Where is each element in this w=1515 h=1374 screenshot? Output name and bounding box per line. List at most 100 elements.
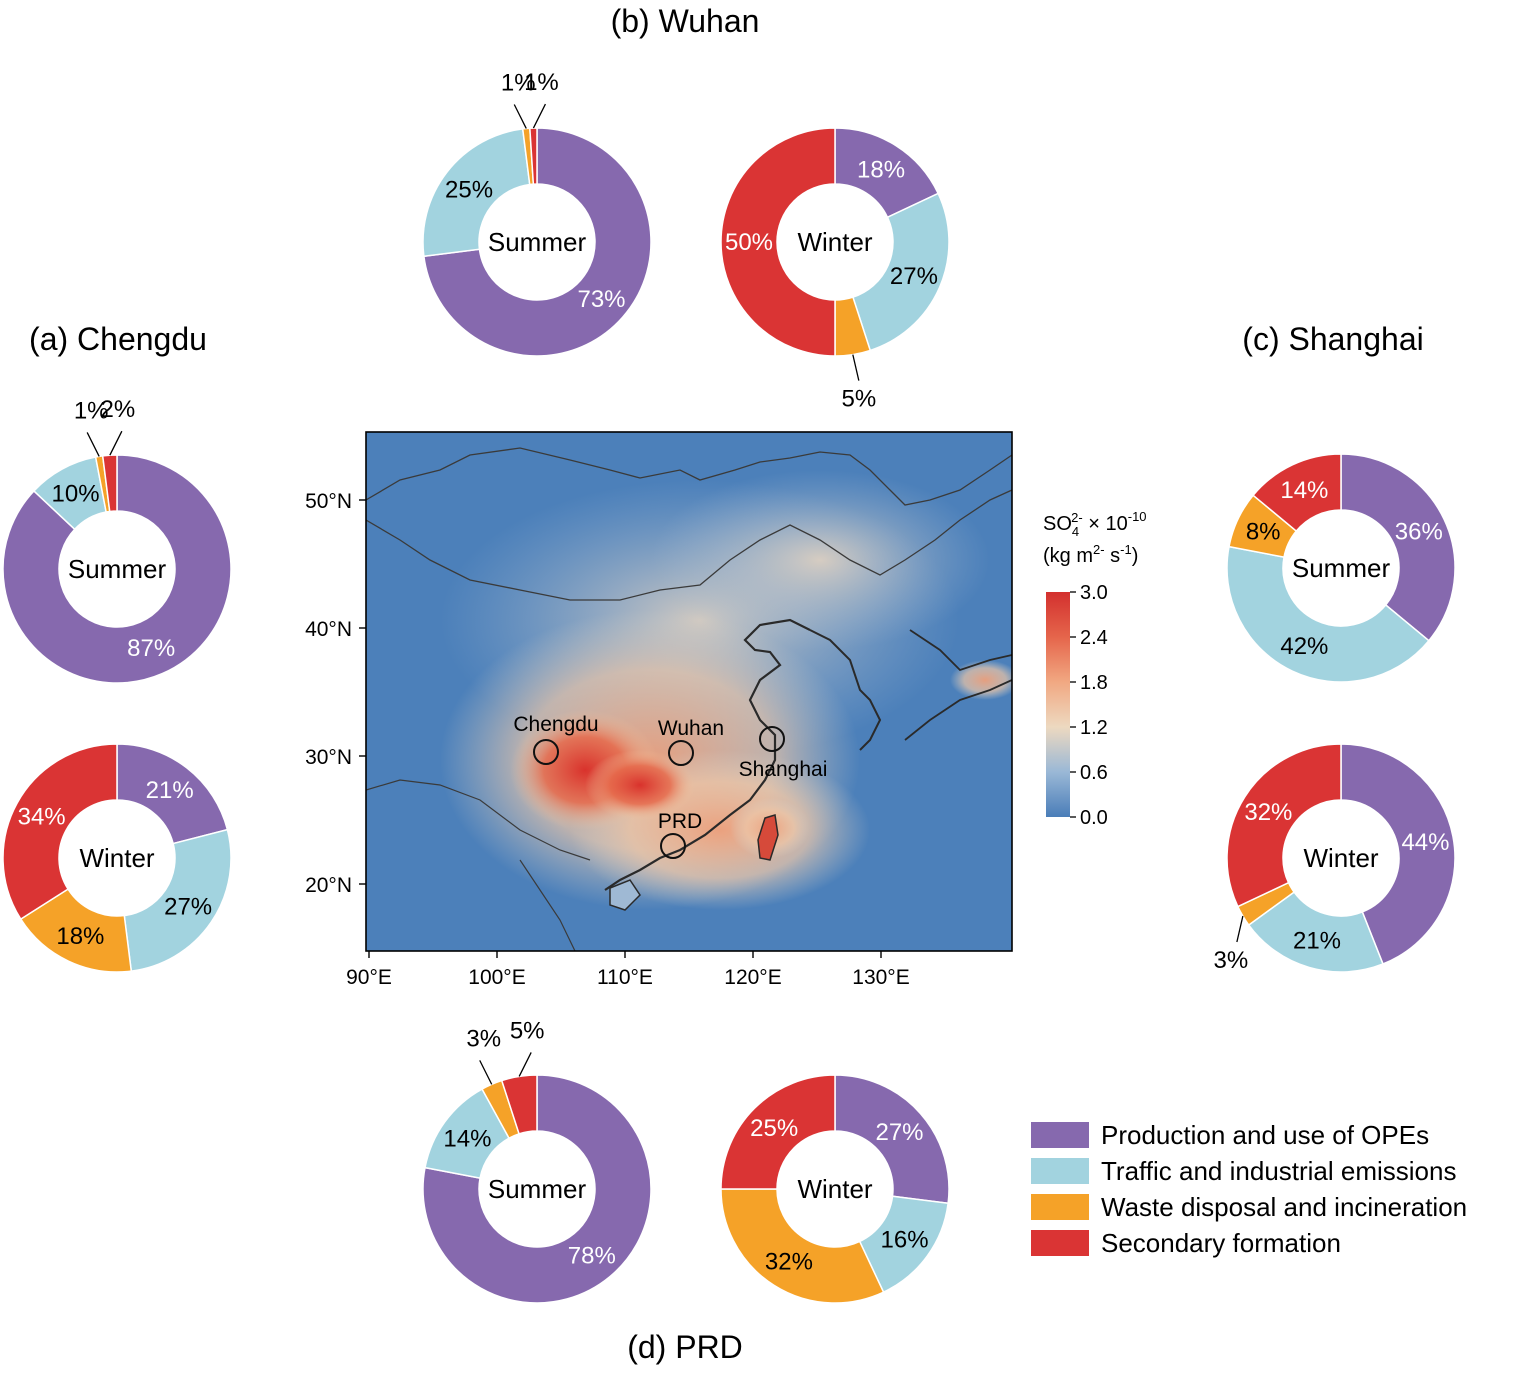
donut-slice-secondary bbox=[500, 1074, 538, 1135]
legend-label: Production and use of OPEs bbox=[1101, 1120, 1429, 1150]
lat-label: 40°N bbox=[305, 618, 352, 641]
slice-label: 25% bbox=[750, 1115, 798, 1142]
donut-slice-traffic bbox=[123, 828, 232, 972]
colorbar-tick-label: 2.4 bbox=[1080, 627, 1108, 649]
donut-shanghai-summer: 36% 42% 8% 14% Summer bbox=[1226, 453, 1456, 683]
map-island-hainan bbox=[609, 879, 641, 911]
map-coastline bbox=[909, 629, 1012, 672]
slice-label-external: 5% bbox=[510, 1017, 545, 1044]
colorbar-title-sup: 2- bbox=[1071, 510, 1083, 525]
slice-label: 73% bbox=[577, 286, 625, 313]
slice-label-external: 2% bbox=[100, 396, 135, 423]
donut-slice-opes bbox=[2, 454, 232, 684]
colorbar-title-sub: 4 bbox=[1072, 524, 1079, 539]
title-wuhan: (b) Wuhan bbox=[611, 3, 760, 39]
donut-slice-secondary bbox=[720, 127, 836, 357]
leader-line bbox=[518, 1052, 532, 1077]
leader-line bbox=[109, 430, 123, 456]
map-border bbox=[519, 859, 576, 951]
slice-label: 18% bbox=[56, 923, 104, 950]
slice-label: 32% bbox=[765, 1249, 813, 1276]
donut-chengdu-winter: 21% 27% 18% 34% Winter bbox=[2, 743, 232, 973]
title-shanghai: (c) Shanghai bbox=[1242, 321, 1423, 357]
colorbar-unit-sup1: 2- bbox=[1093, 542, 1105, 557]
donut-center-label: Winter bbox=[1303, 843, 1378, 873]
slice-label: 78% bbox=[568, 1242, 616, 1269]
donut-center-label: Summer bbox=[488, 227, 587, 257]
colorbar-title: SO42- × 10-10 bbox=[1043, 509, 1147, 539]
slice-label: 25% bbox=[445, 176, 493, 203]
city-marker-wuhan bbox=[668, 740, 694, 766]
donut-slice-opes bbox=[834, 1074, 950, 1205]
donut-slice-opes bbox=[1340, 743, 1456, 965]
city-marker-chengdu bbox=[533, 739, 559, 765]
slice-label-external: 1% bbox=[501, 70, 536, 97]
legend-swatch bbox=[1031, 1194, 1089, 1220]
legend: Production and use of OPEs Traffic and in… bbox=[1031, 1120, 1467, 1258]
slice-label: 34% bbox=[18, 804, 66, 831]
donut-center-label: Winter bbox=[797, 227, 872, 257]
donut-slice-opes bbox=[1340, 453, 1456, 642]
slice-label: 32% bbox=[1244, 799, 1292, 826]
colorbar-unit-a: (kg m bbox=[1043, 545, 1093, 567]
lon-label: 120°E bbox=[724, 966, 781, 989]
slice-label: 27% bbox=[875, 1119, 923, 1146]
donut-center-label: Summer bbox=[488, 1174, 587, 1204]
slice-label: 10% bbox=[52, 481, 100, 508]
donut-slice-secondary bbox=[1226, 743, 1342, 908]
donut-wuhan-summer: 73% 25% 1%1% Summer bbox=[422, 69, 652, 357]
city-marker-shanghai bbox=[759, 726, 785, 752]
colorbar-title-so: SO bbox=[1043, 513, 1072, 535]
colorbar-title-mult: × 10 bbox=[1083, 513, 1128, 535]
colorbar-tick-label: 0.6 bbox=[1080, 762, 1108, 784]
slice-label-external: 5% bbox=[841, 386, 876, 413]
lat-label: 30°N bbox=[305, 746, 352, 769]
city-label-wuhan: Wuhan bbox=[658, 717, 724, 740]
map-border bbox=[366, 489, 1012, 601]
map-axes bbox=[359, 499, 882, 958]
map-shading bbox=[585, 750, 695, 820]
leader-line bbox=[852, 354, 860, 381]
lon-label: 90°E bbox=[346, 966, 392, 989]
map-border bbox=[366, 447, 1012, 506]
map-coastline bbox=[904, 679, 1012, 741]
lat-label: 20°N bbox=[305, 874, 352, 897]
donut-shanghai-winter: 44% 21% 32% 3% Winter bbox=[1214, 743, 1456, 974]
donut-prd-winter: 27% 16% 32% 25% Winter bbox=[720, 1074, 950, 1304]
slice-label-external: 3% bbox=[466, 1025, 501, 1052]
donut-slice-secondary bbox=[2, 743, 118, 921]
map-border bbox=[366, 779, 591, 861]
slice-label: 44% bbox=[1401, 829, 1449, 856]
leader-line bbox=[532, 103, 547, 129]
slice-label: 8% bbox=[1246, 518, 1281, 545]
slice-label-external: 1% bbox=[74, 397, 109, 424]
colorbar-tick-label: 0.0 bbox=[1080, 807, 1108, 829]
map-frame bbox=[365, 431, 1013, 952]
slice-label: 87% bbox=[127, 635, 175, 662]
legend-label: Secondary formation bbox=[1101, 1228, 1341, 1258]
map-shading bbox=[950, 660, 1012, 700]
donut-slice-waste bbox=[720, 1188, 885, 1304]
city-label-chengdu: Chengdu bbox=[513, 713, 598, 736]
slice-label: 16% bbox=[881, 1227, 929, 1254]
map-shading bbox=[650, 470, 990, 650]
legend-label: Traffic and industrial emissions bbox=[1101, 1156, 1456, 1186]
donut-center-label: Summer bbox=[1292, 553, 1391, 583]
leader-line bbox=[86, 432, 100, 457]
donut-prd-summer: 78% 14% 3% 5% Summer bbox=[422, 1017, 652, 1304]
donut-slice-secondary bbox=[529, 127, 538, 185]
lat-label: 50°N bbox=[305, 490, 352, 513]
donut-slice-traffic bbox=[1226, 545, 1430, 683]
donut-center-label: Winter bbox=[79, 843, 154, 873]
slice-label: 14% bbox=[1280, 477, 1328, 504]
donut-center-label: Summer bbox=[68, 554, 167, 584]
donut-slice-traffic bbox=[851, 192, 950, 352]
legend-swatch bbox=[1031, 1158, 1089, 1184]
donut-slice-traffic bbox=[422, 128, 531, 258]
colorbar-tick-label: 3.0 bbox=[1080, 582, 1108, 604]
donut-chengdu-summer: 87% 10% 1%2% Summer bbox=[2, 396, 232, 684]
title-prd: (d) PRD bbox=[627, 1329, 743, 1365]
lon-label: 110°E bbox=[597, 966, 653, 989]
colorbar-unit-sup2: -1 bbox=[1120, 542, 1132, 557]
